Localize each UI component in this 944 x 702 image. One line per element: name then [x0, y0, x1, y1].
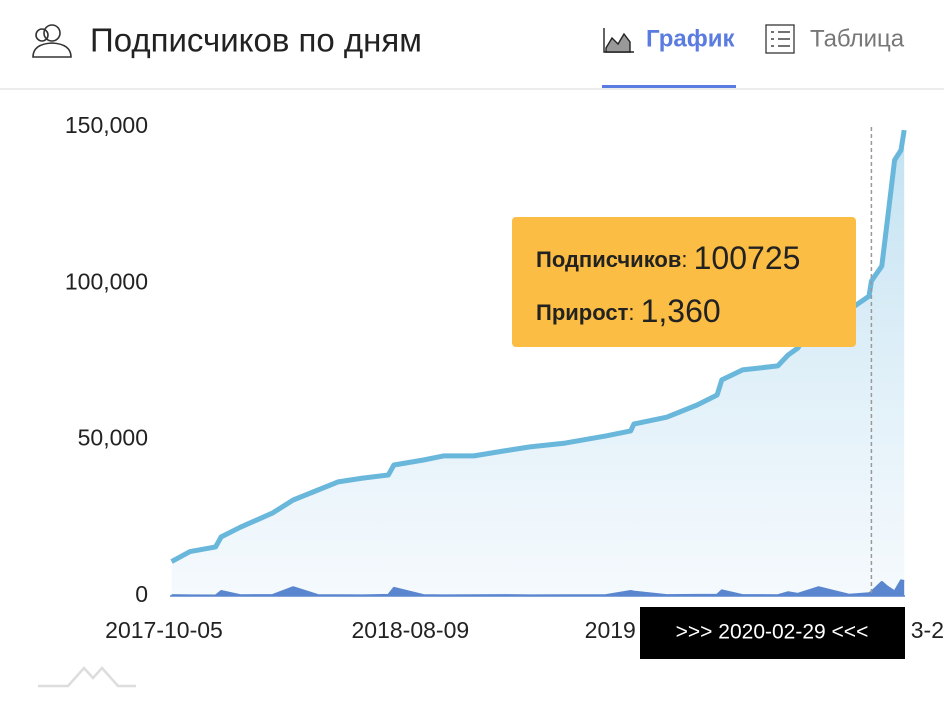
users-icon — [32, 24, 72, 58]
tooltip-series-name: Прирост — [536, 300, 629, 325]
tooltip-row: Прирост: 1,360 — [536, 293, 721, 329]
x-tick-label: 2019 — [585, 617, 636, 643]
tooltip-box — [512, 217, 856, 347]
y-tick-label: 150,000 — [65, 112, 148, 138]
tooltip-value: 100725 — [694, 240, 801, 276]
series-line — [171, 579, 905, 597]
tooltip-row: Подписчиков: 100725 — [536, 240, 800, 276]
tooltip-value: 1,360 — [641, 293, 721, 329]
x-tooltip-box — [640, 607, 905, 659]
tooltip-series-name: Подписчиков — [536, 247, 681, 272]
y-tick-label: 50,000 — [78, 425, 148, 451]
x-tick-label: 2018-08-09 — [352, 617, 470, 643]
active-tab-underline — [602, 85, 736, 88]
x-tooltip-label: >>> 2020-02-29 <<< — [676, 621, 869, 644]
table-tab-icon[interactable] — [765, 24, 795, 54]
separator: : — [628, 300, 640, 325]
header-title: Подписчиков по дням — [90, 22, 422, 59]
tab-label[interactable]: График — [646, 25, 735, 52]
y-tick-label: 0 — [135, 581, 148, 607]
y-tick-label: 100,000 — [65, 268, 148, 294]
x-tick-label: 2017-10-05 — [105, 617, 223, 643]
series-line — [170, 129, 907, 564]
x-tick-label: 3-2 — [911, 617, 944, 643]
separator: : — [681, 247, 693, 272]
series-area — [171, 130, 905, 596]
chart-tab-icon[interactable] — [603, 28, 634, 53]
tab-label[interactable]: Таблица — [810, 25, 905, 52]
mini-chart-icon — [38, 666, 136, 688]
plot: 0 50,000 100,000 150,000 2017-10-05 2018-08-0… — [65, 112, 944, 659]
